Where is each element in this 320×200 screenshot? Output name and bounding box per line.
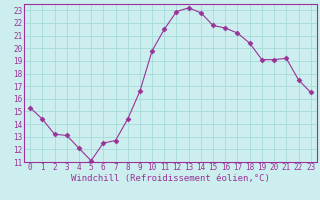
X-axis label: Windchill (Refroidissement éolien,°C): Windchill (Refroidissement éolien,°C) xyxy=(71,174,270,183)
